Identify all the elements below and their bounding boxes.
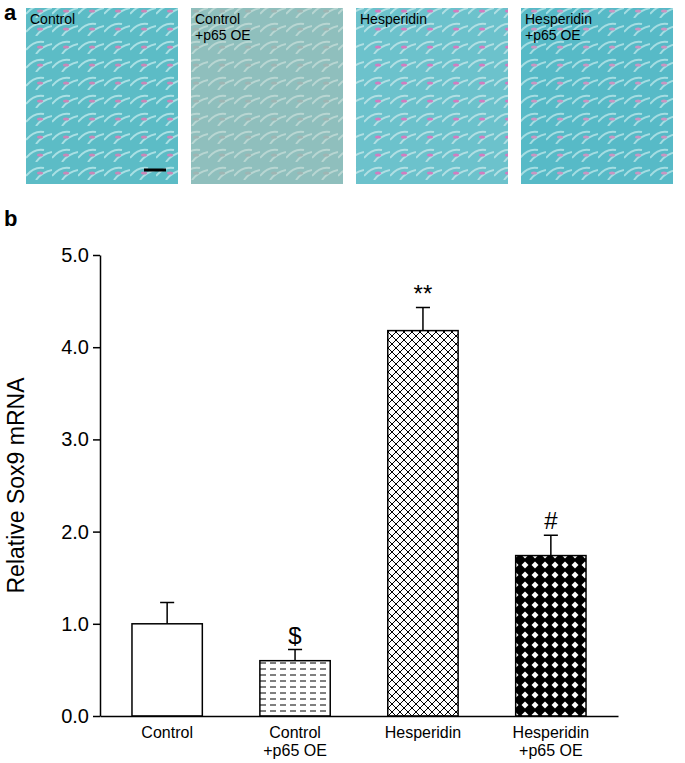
micrograph: Hesperidin+p65 OE [521, 8, 673, 184]
error-bar [160, 603, 174, 624]
y-tick-mark [93, 531, 100, 533]
scale-bar [144, 169, 166, 172]
y-tick: 2.0 [61, 521, 100, 543]
significance-mark: # [544, 507, 558, 534]
micrograph-label: Hesperidin [360, 11, 427, 27]
significance-mark: ** [414, 280, 433, 307]
micrograph: Hesperidin [356, 8, 508, 184]
micrograph: Control [26, 8, 178, 184]
y-axis-line [100, 256, 102, 717]
bar [132, 624, 202, 716]
x-axis: Control Control+p65 OE Hesperidin Hesperidi… [101, 716, 619, 759]
y-tick-mark [93, 347, 100, 349]
x-tick: Control [141, 716, 193, 741]
bars [132, 308, 586, 716]
micrograph-label: Control [30, 11, 75, 27]
micrograph-label: Hesperidin+p65 OE [525, 11, 592, 43]
y-tick-label: 5.0 [61, 244, 89, 266]
error-bar [288, 650, 302, 661]
y-tick: 1.0 [61, 613, 100, 635]
micrograph: Control+p65 OE [191, 8, 343, 184]
y-tick-label: 0.0 [61, 705, 89, 727]
micrograph-image [356, 8, 508, 184]
y-axis: 0.0 1.0 2.0 3.0 4.0 5.0 [61, 244, 100, 727]
significance-mark: $ [288, 622, 301, 649]
panel-label: b [4, 206, 17, 231]
y-tick: 4.0 [61, 336, 100, 358]
y-tick-label: 4.0 [61, 336, 89, 358]
y-tick: 3.0 [61, 428, 100, 450]
panel-label: a [4, 0, 17, 25]
bar [516, 556, 586, 716]
y-axis-title: Relative Sox9 mRNA [3, 377, 29, 594]
error-bar [416, 308, 430, 331]
bar [388, 331, 458, 716]
y-tick-label: 2.0 [61, 521, 89, 543]
micrograph-image [521, 8, 673, 184]
annotations: $ ** # [288, 280, 558, 649]
x-tick-label: Hesperidin+p65 OE [513, 724, 589, 759]
x-axis-line [101, 716, 619, 718]
y-tick-mark [93, 716, 100, 718]
y-tick: 0.0 [61, 705, 100, 727]
x-tick-label: Hesperidin [385, 724, 461, 741]
y-tick: 5.0 [61, 244, 100, 266]
y-tick-mark [93, 255, 100, 257]
micrograph-label: Control+p65 OE [195, 11, 251, 43]
x-tick-label: Control [141, 724, 193, 741]
x-tick: Hesperidin [385, 716, 461, 741]
error-bar [544, 535, 558, 555]
y-tick-label: 1.0 [61, 613, 89, 635]
micrograph-image [191, 8, 343, 184]
x-tick: Control+p65 OE [263, 716, 327, 759]
y-tick-mark [93, 439, 100, 441]
x-tick: Hesperidin+p65 OE [513, 716, 589, 759]
panel-a: a Control Control+p65 OE Hesperidin Hesperid… [4, 0, 673, 184]
y-tick-mark [93, 624, 100, 626]
bar [260, 661, 330, 716]
y-tick-label: 3.0 [61, 428, 89, 450]
x-tick-label: Control+p65 OE [263, 724, 327, 759]
micrograph-image [26, 8, 178, 184]
figure: a Control Control+p65 OE Hesperidin Hesperid… [0, 0, 685, 763]
